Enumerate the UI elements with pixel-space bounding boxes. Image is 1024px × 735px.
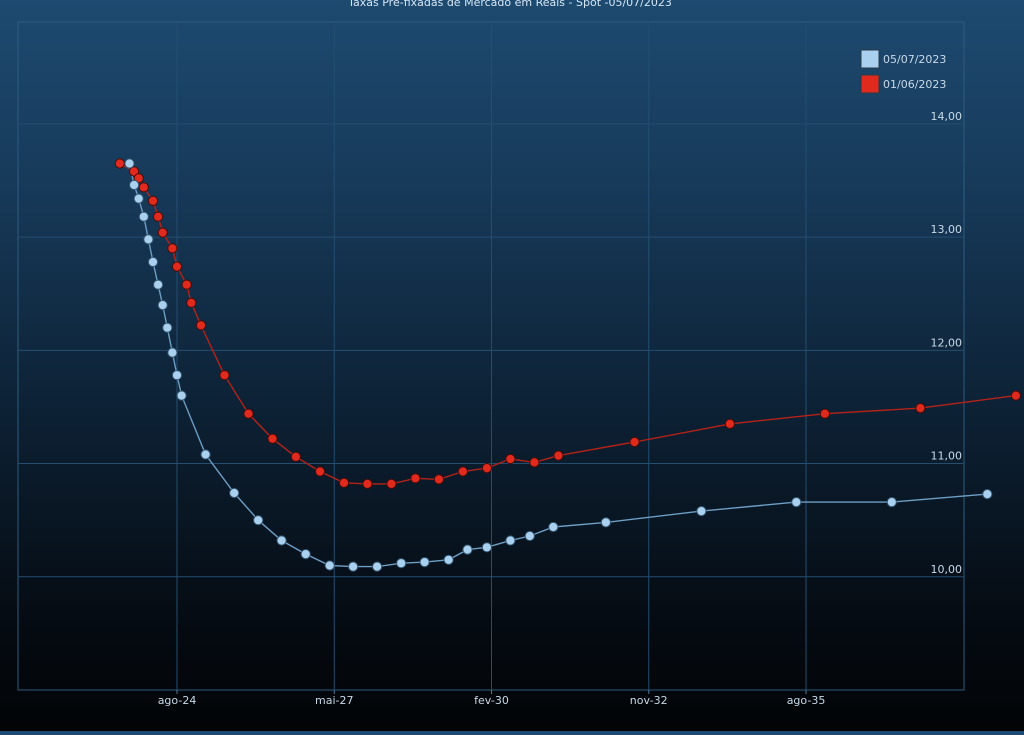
data-point-series-1[interactable] — [696, 506, 707, 517]
data-point-series-2[interactable] — [433, 474, 444, 485]
data-point-series-1[interactable] — [548, 521, 559, 533]
data-point-series-1[interactable] — [162, 322, 173, 333]
legend[interactable]: 05/07/2023 01/06/2023 — [860, 49, 946, 94]
data-point-series-2[interactable] — [314, 466, 326, 477]
y-tick-label: 13,00 — [931, 223, 963, 236]
data-point-series-1[interactable] — [300, 549, 311, 560]
data-point-series-2[interactable] — [505, 453, 516, 465]
legend-label-series-1[interactable]: 05/07/2023 — [883, 53, 946, 66]
data-point-series-2[interactable] — [362, 478, 373, 489]
data-point-series-2[interactable] — [219, 370, 230, 381]
data-point-series-1[interactable] — [524, 530, 535, 542]
data-point-series-1[interactable] — [143, 234, 154, 245]
data-point-series-1[interactable] — [505, 535, 516, 546]
data-point-series-1[interactable] — [324, 560, 335, 571]
data-point-series-1[interactable] — [147, 256, 159, 268]
x-tick-label: ago-35 — [787, 694, 826, 707]
legend-label-series-2[interactable]: 01/06/2023 — [883, 78, 946, 91]
data-point-series-1[interactable] — [171, 370, 183, 381]
data-point-series-2[interactable] — [553, 450, 564, 461]
y-tick-label: 14,00 — [931, 110, 963, 123]
series-line-2 — [119, 162, 1016, 485]
data-point-series-1[interactable] — [253, 515, 264, 526]
series-points — [114, 158, 1022, 572]
data-point-series-1[interactable] — [982, 489, 993, 500]
data-point-series-2[interactable] — [157, 227, 168, 238]
data-point-series-2[interactable] — [114, 158, 125, 169]
data-point-series-2[interactable] — [410, 473, 421, 484]
data-point-series-2[interactable] — [167, 243, 178, 254]
legend-swatch-series-1[interactable] — [860, 49, 880, 69]
data-point-series-1[interactable] — [372, 561, 383, 572]
data-point-series-2[interactable] — [243, 408, 254, 419]
y-tick-label: 11,00 — [931, 450, 963, 463]
data-point-series-1[interactable] — [791, 497, 802, 508]
data-point-series-2[interactable] — [181, 279, 192, 290]
data-point-series-1[interactable] — [129, 179, 140, 191]
data-point-series-2[interactable] — [819, 408, 831, 419]
data-point-series-1[interactable] — [348, 561, 359, 572]
data-point-series-2[interactable] — [171, 261, 183, 272]
data-point-series-1[interactable] — [167, 347, 178, 358]
data-point-series-2[interactable] — [724, 418, 736, 429]
data-point-series-1[interactable] — [886, 497, 897, 508]
data-point-series-2[interactable] — [267, 433, 278, 444]
data-point-series-1[interactable] — [153, 279, 164, 290]
x-axis: ago-24 mai-27 fev-30 nov-32 ago-35 — [158, 690, 826, 707]
x-tick-label: ago-24 — [158, 694, 197, 707]
grid-lines — [18, 22, 964, 690]
data-point-series-1[interactable] — [419, 557, 430, 568]
y-tick-label: 10,00 — [931, 563, 963, 576]
data-point-series-1[interactable] — [176, 390, 187, 401]
data-point-series-1[interactable] — [200, 449, 211, 460]
data-point-series-1[interactable] — [443, 554, 454, 565]
data-point-series-2[interactable] — [290, 451, 301, 462]
series-line-1 — [128, 163, 988, 568]
data-point-series-1[interactable] — [157, 300, 168, 311]
data-point-series-2[interactable] — [529, 457, 540, 468]
x-tick-label: nov-32 — [630, 694, 668, 707]
data-point-series-2[interactable] — [153, 211, 164, 222]
data-point-series-2[interactable] — [457, 466, 468, 477]
data-point-series-2[interactable] — [386, 478, 397, 489]
data-point-series-1[interactable] — [138, 211, 149, 222]
data-point-series-2[interactable] — [147, 195, 159, 206]
data-point-series-2[interactable] — [915, 403, 926, 414]
data-point-series-1[interactable] — [276, 535, 287, 546]
data-point-series-1[interactable] — [133, 193, 144, 204]
data-point-series-1[interactable] — [462, 544, 473, 555]
data-point-series-1[interactable] — [229, 487, 240, 499]
legend-swatch-series-2[interactable] — [860, 74, 880, 94]
data-point-series-2[interactable] — [186, 297, 197, 308]
data-point-series-2[interactable] — [629, 436, 640, 448]
data-point-series-2[interactable] — [338, 477, 350, 488]
x-tick-label: fev-30 — [474, 694, 509, 707]
data-point-series-1[interactable] — [396, 558, 407, 569]
data-point-series-1[interactable] — [600, 517, 612, 528]
data-point-series-2[interactable] — [1010, 390, 1022, 401]
data-point-series-1[interactable] — [124, 158, 135, 169]
data-point-series-2[interactable] — [481, 463, 492, 474]
y-tick-label: 12,00 — [931, 336, 963, 349]
x-tick-label: mai-27 — [315, 694, 353, 707]
y-axis: 10,00 11,00 12,00 13,00 14,00 — [931, 110, 963, 576]
series-lines — [119, 162, 1016, 568]
data-point-series-1[interactable] — [481, 542, 492, 553]
data-point-series-2[interactable] — [195, 320, 207, 331]
data-point-series-2[interactable] — [138, 182, 149, 193]
chart-title: Taxas Pré-fixadas de Mercado em Reais - … — [347, 0, 672, 9]
